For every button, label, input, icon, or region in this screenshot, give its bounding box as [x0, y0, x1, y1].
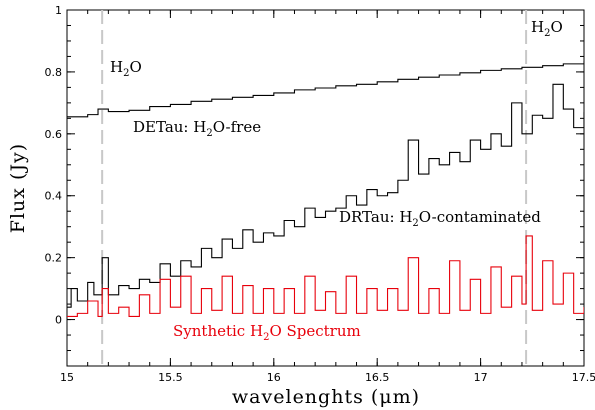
series-label-synthetic: Synthetic H2O Spectrum — [173, 322, 361, 343]
reference-lines — [101, 10, 528, 366]
y-tick-label: 0.2 — [45, 252, 63, 265]
x-axis-label: wavelenghts (μm) — [232, 386, 420, 408]
plot-frame — [66, 9, 585, 367]
x-tick-label: 16 — [267, 371, 281, 384]
y-tick-label: 0.4 — [45, 190, 63, 203]
x-tick-label: 15.5 — [158, 371, 183, 384]
series-line-2 — [67, 235, 584, 318]
chart-labels: wavelenghts (μm) Flux (Jy) — [7, 143, 420, 408]
series-label-detau: DETau: H2O-free — [133, 118, 261, 139]
y-tick-label: 0.6 — [45, 128, 63, 141]
axis-ticks: 15 15.5 16 16.5 17 17.5 0 0.2 0.4 0.6 0.8 1 — [45, 4, 595, 384]
y-tick-label: 0.8 — [45, 66, 63, 79]
y-axis-label: Flux (Jy) — [7, 143, 29, 233]
series-label-drtau: DRTau: H2O-contaminated — [339, 208, 541, 229]
y-tick-label: 1 — [55, 4, 62, 17]
x-tick-label: 16.5 — [365, 371, 390, 384]
y-tick-label: 0 — [55, 314, 62, 327]
x-tick-label: 17 — [474, 371, 488, 384]
series-line-1 — [67, 83, 584, 308]
x-tick-label: 15 — [60, 371, 74, 384]
series-layer — [67, 61, 584, 318]
annotations: H2O H2O DETau: H2O-free DRTau: H2O-contamin… — [110, 18, 563, 343]
x-tick-label: 17.5 — [572, 371, 595, 384]
series-line-0 — [67, 61, 584, 118]
h2o-line-label: H2O — [531, 18, 563, 39]
h2o-line-label: H2O — [110, 58, 142, 79]
